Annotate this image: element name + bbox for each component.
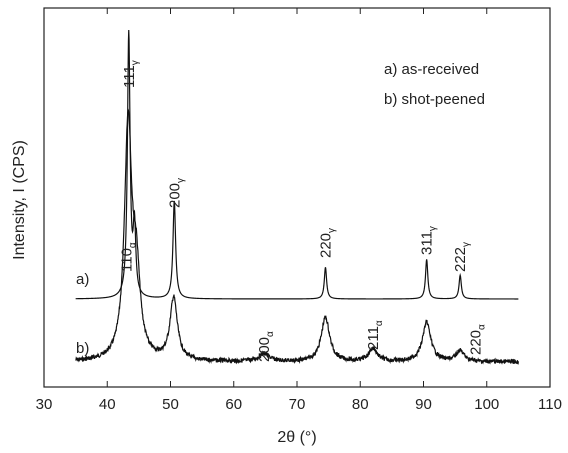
x-tick-label: 50 xyxy=(162,396,179,413)
peak-annotation-phase: γ xyxy=(428,226,439,231)
x-tick-label: 110 xyxy=(538,396,562,413)
peak-annotation-index: 211 xyxy=(365,326,382,350)
series-b-label: b) xyxy=(76,340,89,357)
peak-annotation-index: 111 xyxy=(121,65,138,88)
peak-annotation-index: 220 xyxy=(468,330,485,355)
peak-annotation-phase: α xyxy=(477,324,488,330)
peak-annotation-index: 311 xyxy=(419,231,436,255)
series-a-label: a) xyxy=(76,271,89,288)
peak-annotation: 222γ xyxy=(452,242,472,272)
x-tick-label: 70 xyxy=(289,396,306,413)
peak-annotation-index: 222 xyxy=(452,247,469,272)
peak-annotation-phase: γ xyxy=(461,242,472,247)
x-axis-tick-labels: 30 40 50 60 70 80 90 100 110 xyxy=(36,396,562,413)
peak-annotation-phase: α xyxy=(127,242,138,248)
x-axis-title: 2θ (°) xyxy=(277,429,316,446)
peak-annotation-index: 220 xyxy=(318,233,335,258)
peak-annotation-phase: γ xyxy=(130,60,141,65)
x-tick-label: 100 xyxy=(474,396,499,413)
y-axis-title: Intensity, I (CPS) xyxy=(11,140,28,260)
series-a-line xyxy=(75,29,519,300)
peak-annotation-phase: γ xyxy=(175,178,186,183)
peak-annotation: 311γ xyxy=(419,226,439,255)
x-tick-label: 40 xyxy=(99,396,116,413)
legend-entry-b: b) shot-peened xyxy=(384,91,485,108)
x-tick-label: 90 xyxy=(415,396,432,413)
peak-annotation-phase: α xyxy=(265,331,276,337)
series-b-line xyxy=(75,108,519,365)
peak-annotation-index: 200 xyxy=(256,337,273,362)
peak-annotation-index: 200 xyxy=(166,183,183,208)
peak-annotation-index: 110 xyxy=(118,248,135,272)
x-tick-label: 30 xyxy=(36,396,53,413)
peak-annotation: 110α xyxy=(118,242,138,272)
x-tick-label: 80 xyxy=(352,396,369,413)
x-tick-label: 60 xyxy=(225,396,242,413)
peak-annotation: 211α xyxy=(365,320,385,350)
peak-annotation-phase: α xyxy=(374,320,385,326)
legend-entry-a: a) as-received xyxy=(384,61,479,78)
peak-annotation: 200γ xyxy=(166,178,186,208)
x-axis-ticks xyxy=(43,8,551,387)
peak-annotation-phase: γ xyxy=(327,228,338,233)
peak-annotation: 200α xyxy=(256,331,276,362)
peak-annotation: 220γ xyxy=(318,228,338,258)
peak-annotation: 220α xyxy=(468,324,488,355)
peak-annotation: 111γ xyxy=(121,60,141,88)
